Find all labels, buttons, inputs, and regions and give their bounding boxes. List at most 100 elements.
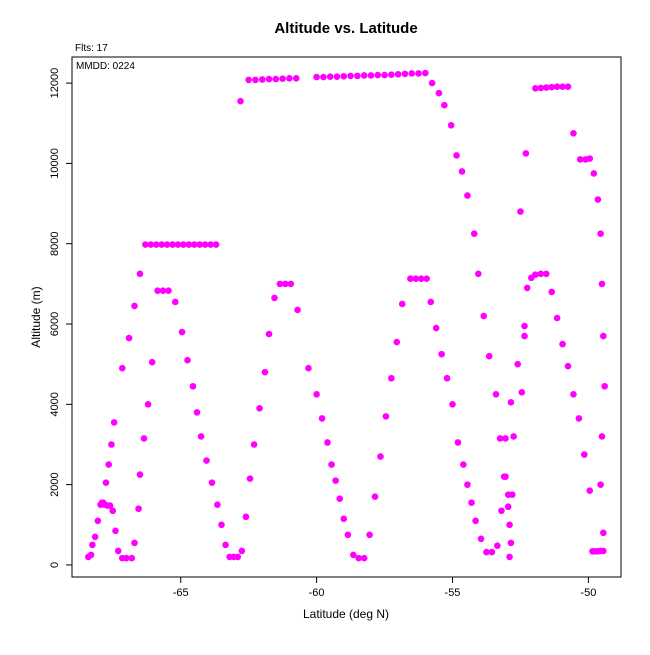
data-point <box>559 83 566 91</box>
data-point <box>197 433 205 440</box>
data-point <box>492 390 500 398</box>
data-point <box>147 241 155 248</box>
data-point <box>131 302 138 310</box>
data-point <box>598 280 606 288</box>
x-tick-label: -65 <box>173 587 189 599</box>
data-point <box>502 435 509 442</box>
data-point <box>468 499 475 507</box>
data-point <box>286 74 293 82</box>
data-point <box>287 280 295 288</box>
data-point <box>398 300 406 308</box>
data-point <box>324 439 331 446</box>
x-axis-label: Latitude (deg N) <box>303 607 389 621</box>
data-point <box>506 521 513 529</box>
data-point <box>185 241 193 248</box>
y-tick-label: 8000 <box>49 231 61 255</box>
data-point <box>598 433 606 440</box>
data-point <box>140 435 148 442</box>
data-point <box>498 507 505 515</box>
data-point <box>394 70 402 78</box>
data-point <box>292 74 300 82</box>
data-point <box>594 196 602 203</box>
data-point <box>393 338 401 346</box>
data-point <box>114 547 122 555</box>
data-point <box>548 83 555 91</box>
data-point <box>250 441 258 448</box>
data-point <box>537 84 545 92</box>
data-point <box>417 275 425 282</box>
data-point <box>89 541 96 549</box>
data-point <box>382 413 390 420</box>
data-point <box>91 533 99 541</box>
data-point <box>189 382 197 390</box>
data-point <box>174 241 182 248</box>
data-point <box>326 73 334 80</box>
data-point <box>332 477 339 484</box>
data-point <box>218 521 225 529</box>
x-tick-label: -60 <box>309 587 325 599</box>
data-point <box>340 72 348 80</box>
data-point <box>521 322 528 330</box>
data-point <box>504 503 512 511</box>
data-point <box>154 287 161 294</box>
data-point <box>142 241 149 248</box>
data-point <box>242 513 250 521</box>
data-point <box>99 499 107 507</box>
data-point <box>586 487 594 494</box>
y-tick-label: 4000 <box>49 392 61 416</box>
data-point <box>105 461 112 468</box>
y-axis: 0 2000 4000 6000 8000 10000 12000 <box>49 68 72 568</box>
data-point <box>600 332 607 340</box>
x-axis: -65 -60 -55 -50 <box>173 577 596 599</box>
mmdd-annotation: MMDD: 0224 <box>76 61 135 72</box>
data-point <box>118 364 126 372</box>
data-point <box>237 97 244 105</box>
data-point <box>180 241 187 248</box>
data-point <box>521 332 528 340</box>
data-point <box>366 531 373 539</box>
data-point <box>136 471 144 478</box>
data-points <box>85 69 608 562</box>
data-point <box>377 453 384 460</box>
data-point <box>112 527 119 535</box>
data-point <box>518 388 526 396</box>
data-point <box>548 288 555 296</box>
data-point <box>564 83 572 91</box>
flights-annotation: Flts: 17 <box>75 43 108 54</box>
data-point <box>371 493 379 500</box>
data-point <box>123 554 130 562</box>
data-point <box>313 73 320 81</box>
data-point <box>208 479 216 486</box>
data-point <box>559 340 566 348</box>
data-point <box>427 298 435 306</box>
data-point <box>165 287 172 294</box>
data-point <box>360 72 368 79</box>
data-point <box>203 457 210 464</box>
data-point <box>542 84 550 91</box>
data-point <box>537 270 545 278</box>
data-point <box>483 548 490 556</box>
data-point <box>564 362 572 370</box>
data-point <box>347 72 354 80</box>
data-point <box>246 475 254 482</box>
data-point <box>438 350 445 358</box>
data-point <box>508 491 516 498</box>
data-point <box>517 208 524 215</box>
data-point <box>460 461 467 468</box>
data-point <box>258 76 266 83</box>
data-point <box>532 271 539 278</box>
data-point <box>256 405 263 412</box>
data-point <box>360 554 368 562</box>
data-point <box>475 270 482 278</box>
data-point <box>265 75 273 83</box>
data-point <box>214 501 221 509</box>
plot-frame <box>71 56 622 578</box>
data-point <box>510 433 517 440</box>
data-point <box>600 547 607 555</box>
data-point <box>507 399 515 406</box>
data-point <box>581 451 588 458</box>
data-point <box>422 69 429 77</box>
data-point <box>485 352 493 360</box>
data-point <box>245 76 252 84</box>
